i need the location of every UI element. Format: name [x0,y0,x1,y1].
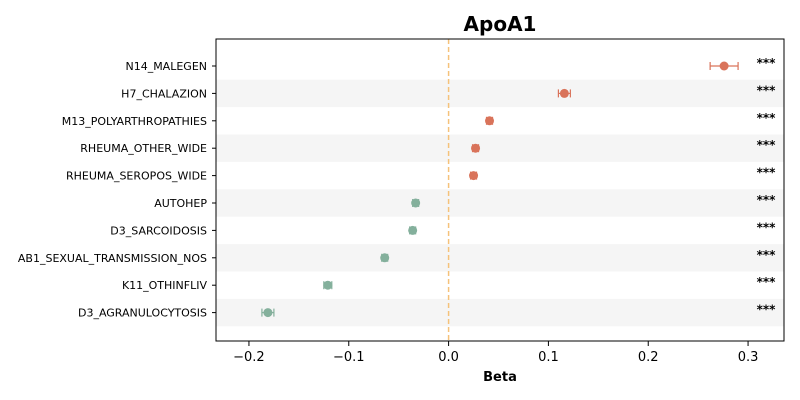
data-point [263,308,273,318]
significance-label: *** [757,303,777,317]
y-tick-label: N14_MALEGEN [125,60,207,73]
data-point [380,253,390,263]
data-point [469,171,479,181]
x-tick-label: 0.1 [538,350,559,365]
data-point [408,225,418,235]
y-tick-label: H7_CHALAZION [121,87,207,100]
y-tick-label: AUTOHEP [154,197,207,210]
x-tick-label: −0.2 [233,350,265,365]
y-tick-label: AB1_SEXUAL_TRANSMISSION_NOS [18,252,207,265]
significance-label: *** [757,83,777,97]
row-stripe [216,244,784,272]
row-stripes [216,79,784,327]
data-point [471,143,481,153]
significance-label: *** [757,248,777,262]
row-stripe [216,189,784,217]
x-axis: −0.2 −0.1 0.0 0.1 0.2 0.3 [233,341,758,365]
significance-label: *** [757,111,777,125]
y-tick-label: M13_POLYARTHROPATHIES [62,115,207,128]
x-tick-label: 0.2 [638,350,659,365]
y-tick-label: D3_SARCOIDOSIS [110,224,207,237]
plot-frame [215,38,785,342]
significance-label: *** [757,56,777,70]
data-point [485,116,495,126]
row-stripe [216,298,784,327]
row-stripe [216,79,784,108]
data-points: *** *** *** *** *** *** *** *** *** *** [261,56,777,318]
chart-title: ApoA1 [464,12,537,36]
x-tick-label: 0.0 [438,350,459,365]
y-tick-label: RHEUMA_OTHER_WIDE [80,142,207,155]
significance-label: *** [757,220,777,234]
x-tick-label: −0.1 [333,350,365,365]
x-tick-label: 0.3 [738,350,759,365]
y-axis: N14_MALEGEN H7_CHALAZION M13_POLYARTHROPAT… [18,60,216,320]
y-tick-label: RHEUMA_SEROPOS_WIDE [66,170,207,183]
significance-label: *** [757,166,777,180]
x-axis-label: Beta [483,370,517,385]
data-point [719,61,729,71]
data-point [559,88,569,98]
y-tick-label: K11_OTHINFLIV [122,279,208,292]
significance-label: *** [757,275,777,289]
data-point [323,280,333,290]
significance-label: *** [757,138,777,152]
row-stripe [216,134,784,162]
y-tick-label: D3_AGRANULOCYTOSIS [78,307,207,320]
significance-label: *** [757,193,777,207]
data-point [411,198,421,208]
